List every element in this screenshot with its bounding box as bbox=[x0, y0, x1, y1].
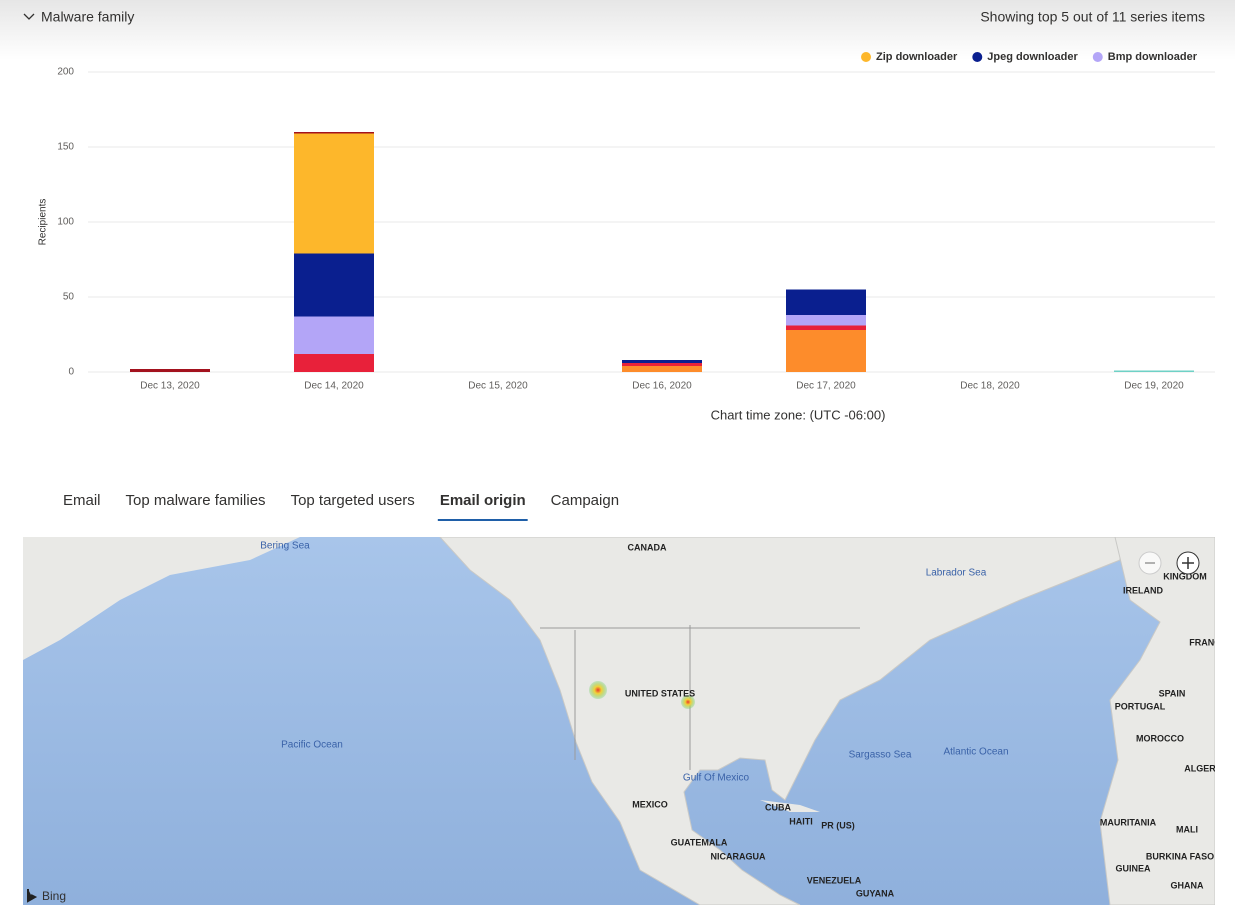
map-label: BURKINA FASO bbox=[1146, 851, 1214, 861]
bar-segment bbox=[294, 354, 374, 372]
land-americas bbox=[439, 537, 1121, 905]
y-tick-label: 200 bbox=[57, 67, 74, 78]
map-label: VENEZUELA bbox=[807, 875, 862, 885]
origin-heat[interactable] bbox=[589, 681, 607, 699]
bar-segment bbox=[1114, 370, 1194, 372]
map-label: Labrador Sea bbox=[926, 568, 987, 579]
x-tick-label: Dec 13, 2020 bbox=[140, 381, 200, 392]
map-label: GUYANA bbox=[856, 888, 895, 898]
x-tick-label: Dec 18, 2020 bbox=[960, 381, 1020, 392]
y-axis-label: Recipients bbox=[38, 199, 49, 246]
map-label: CUBA bbox=[765, 802, 791, 812]
origin-heat[interactable] bbox=[681, 695, 695, 709]
bar-segment bbox=[786, 315, 866, 326]
map-label: SPAIN bbox=[1159, 688, 1186, 698]
map-label: HAITI bbox=[789, 816, 813, 826]
zoom-in-icon bbox=[1182, 557, 1194, 569]
map-label: MEXICO bbox=[632, 799, 668, 809]
x-tick-label: Dec 15, 2020 bbox=[468, 381, 528, 392]
y-tick-label: 50 bbox=[63, 292, 75, 303]
map-label: Sargasso Sea bbox=[849, 750, 912, 761]
bar-segment bbox=[786, 325, 866, 330]
map-label: Atlantic Ocean bbox=[943, 747, 1008, 758]
map-label: GUINEA bbox=[1115, 863, 1151, 873]
section-title[interactable]: Malware family bbox=[41, 9, 134, 25]
map-label: PR (US) bbox=[821, 820, 855, 830]
tab[interactable]: Campaign bbox=[551, 492, 619, 509]
header-bg bbox=[0, 0, 1235, 60]
tab-underline bbox=[437, 519, 528, 521]
map-label: UNITED STATES bbox=[625, 688, 695, 698]
chart: 0 50 100 150 200 Dec 13, 2020 Dec 14, 2020 Dec … bbox=[57, 51, 1215, 392]
bar-segment bbox=[622, 366, 702, 372]
map: Bering Sea CANADA Labrador Sea KINGDOMIRELA… bbox=[23, 537, 1221, 905]
map-label: ALGER bbox=[1184, 763, 1216, 773]
bing-logo bbox=[27, 889, 38, 903]
map-label: Gulf Of Mexico bbox=[683, 773, 750, 784]
x-tick-label: Dec 19, 2020 bbox=[1124, 381, 1184, 392]
y-tick-label: 100 bbox=[57, 217, 74, 228]
bar-segment bbox=[294, 132, 374, 134]
bar-segment bbox=[294, 133, 374, 254]
map-label: MAURITANIA bbox=[1100, 817, 1157, 827]
map-label: NICARAGUA bbox=[711, 851, 766, 861]
map-label: Bering Sea bbox=[260, 541, 310, 552]
tab[interactable]: Email bbox=[63, 492, 101, 509]
x-tick-label: Dec 16, 2020 bbox=[632, 381, 692, 392]
map-label: KINGDOM bbox=[1163, 571, 1207, 581]
collapse-icon[interactable] bbox=[23, 13, 35, 20]
map-label: MOROCCO bbox=[1136, 733, 1184, 743]
map-label: CANADA bbox=[628, 542, 667, 552]
map-label: MALI bbox=[1176, 824, 1198, 834]
bar-segment bbox=[622, 360, 702, 363]
legend-swatch bbox=[972, 52, 983, 62]
map-attribution: Bing bbox=[42, 889, 66, 903]
legend-swatch bbox=[861, 52, 872, 62]
map-labels: Bering Sea CANADA Labrador Sea KINGDOMIRELA… bbox=[260, 541, 1221, 899]
bar-segment bbox=[294, 253, 374, 317]
map-label: FRANC bbox=[1189, 637, 1221, 647]
tab[interactable]: Email origin bbox=[440, 492, 526, 509]
time-zone-note: Chart time zone: (UTC -06:00) bbox=[711, 407, 886, 422]
bar-segment bbox=[622, 363, 702, 366]
bar-segment bbox=[294, 316, 374, 354]
x-tick-label: Dec 14, 2020 bbox=[304, 381, 364, 392]
bar-segment bbox=[786, 330, 866, 372]
y-tick-label: 0 bbox=[68, 367, 74, 378]
legend-swatch bbox=[1092, 52, 1103, 62]
series-summary: Showing top 5 out of 11 series items bbox=[980, 9, 1205, 25]
map-label: PORTUGAL bbox=[1115, 701, 1166, 711]
land-alaska bbox=[23, 537, 300, 660]
tab[interactable]: Top malware families bbox=[126, 492, 266, 509]
tabs: Email Top malware families Top targeted us… bbox=[63, 492, 619, 521]
map-label: GHANA bbox=[1171, 880, 1204, 890]
land-europe-africa bbox=[1099, 537, 1215, 905]
bar-segment bbox=[130, 369, 210, 372]
map-label: IRELAND bbox=[1123, 585, 1163, 595]
tab[interactable]: Top targeted users bbox=[291, 492, 415, 509]
legend-label: Zip downloader bbox=[876, 51, 958, 63]
map-label: Pacific Ocean bbox=[281, 740, 343, 751]
land-cuba bbox=[760, 800, 820, 812]
legend-label: Bmp downloader bbox=[1108, 51, 1198, 63]
x-tick-label: Dec 17, 2020 bbox=[796, 381, 856, 392]
y-tick-label: 150 bbox=[57, 142, 74, 153]
map-label: GUATEMALA bbox=[671, 837, 728, 847]
legend-label: Jpeg downloader bbox=[987, 51, 1078, 63]
bar-segment bbox=[786, 289, 866, 315]
